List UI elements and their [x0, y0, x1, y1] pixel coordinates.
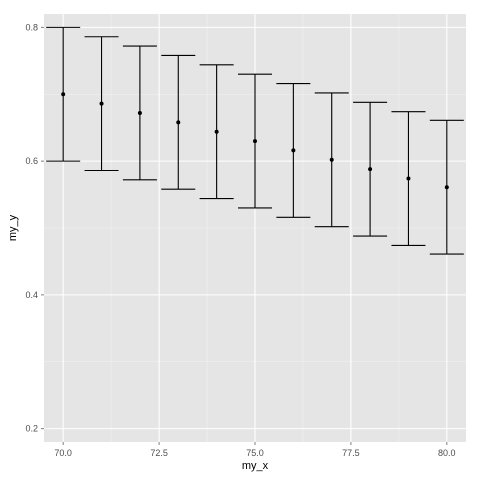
y-tick-label: 0.2 — [25, 424, 38, 434]
x-axis-title: my_x — [242, 460, 269, 472]
data-point — [61, 92, 66, 97]
x-tick-label: 72.5 — [150, 448, 168, 458]
data-point — [214, 129, 219, 134]
x-tick-label: 80.0 — [438, 448, 456, 458]
x-tick-label: 70.0 — [54, 448, 72, 458]
data-point — [291, 148, 296, 153]
y-tick-label: 0.8 — [25, 22, 38, 32]
data-point — [444, 185, 449, 190]
data-points — [61, 92, 449, 190]
data-point — [99, 101, 104, 106]
data-point — [368, 167, 373, 172]
data-point — [176, 120, 181, 125]
x-axis: 70.0 72.5 75.0 77.5 80.0 — [54, 442, 456, 458]
data-point — [329, 157, 334, 162]
x-tick-label: 75.0 — [246, 448, 264, 458]
data-point — [253, 139, 257, 144]
y-axis: 0.2 0.4 0.6 0.8 — [25, 22, 44, 434]
data-point — [406, 176, 411, 181]
y-tick-label: 0.6 — [25, 156, 38, 166]
x-tick-label: 77.5 — [342, 448, 360, 458]
data-point — [137, 110, 142, 115]
y-axis-title: my_y — [7, 214, 19, 241]
y-tick-label: 0.4 — [25, 290, 38, 300]
